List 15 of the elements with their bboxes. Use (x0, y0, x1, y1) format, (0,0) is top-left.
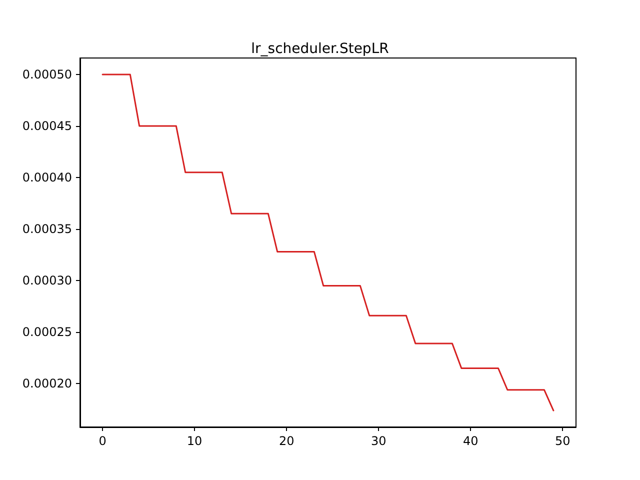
y-tick-label: 0.00025 (22, 325, 72, 340)
x-tick-label: 10 (186, 434, 202, 448)
x-tick-label: 50 (555, 434, 570, 448)
y-tick-label: 0.00030 (22, 274, 72, 288)
chart-title: lr_scheduler.StepLR (251, 41, 390, 57)
x-tick-label: 30 (370, 434, 386, 448)
y-tick-label: 0.00040 (22, 170, 72, 185)
x-tick-label: 20 (278, 434, 294, 448)
line-series (102, 74, 554, 412)
x-tick-label: 40 (462, 434, 478, 448)
y-tick-label: 0.00045 (22, 119, 72, 134)
y-tick-label: 0.00020 (22, 376, 72, 391)
x-tick-label: 0 (98, 434, 106, 448)
y-tick-label: 0.00050 (22, 67, 72, 82)
y-tick-label: 0.00035 (22, 222, 72, 236)
